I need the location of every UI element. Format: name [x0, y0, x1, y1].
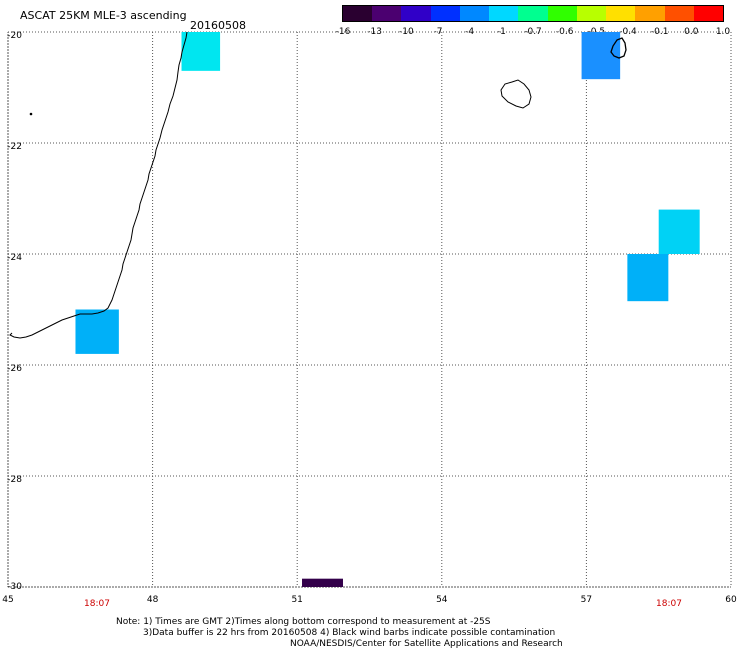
x-tick-label: 48 [146, 595, 159, 605]
y-tick-label: -26 [7, 364, 22, 374]
y-tick-label: -22 [7, 142, 22, 152]
colorbar-segment [518, 6, 548, 21]
colorbar-label: 0.0 [684, 27, 699, 37]
colorbar-label: -4 [465, 27, 475, 37]
small-island-dot [29, 112, 33, 116]
colorbar [342, 5, 724, 22]
colorbar-segment [664, 6, 694, 21]
x-tick-label: 45 [2, 595, 14, 605]
colorbar-segment [401, 6, 431, 21]
colorbar-label: -1 [496, 27, 506, 37]
note-line-3: NOAA/NESDIS/Center for Satellite Applica… [290, 639, 563, 649]
product-date: 20160508 [190, 19, 246, 32]
madagascar-coastline [9, 31, 188, 339]
mauritius-island [610, 37, 627, 59]
note-line-2: 3)Data buffer is 22 hrs from 20160508 4)… [143, 628, 556, 638]
y-tick-label: -24 [7, 253, 22, 263]
colorbar-segment [576, 6, 607, 21]
x-tick-label: 51 [291, 595, 303, 605]
colorbar-label: -0.4 [619, 27, 637, 37]
colorbar-segment [430, 6, 460, 21]
colorbar-segment [459, 6, 490, 21]
y-tick-label: -28 [7, 475, 22, 485]
colorbar-segment [606, 6, 636, 21]
product-title: ASCAT 25KM MLE-3 ascending [20, 9, 187, 22]
time-label-right: 18:07 [656, 599, 682, 609]
note-line-1: Note: 1) Times are GMT 2)Times along bot… [116, 617, 491, 627]
swath-cell [302, 578, 343, 587]
time-label-left: 18:07 [84, 599, 110, 609]
colorbar-label: -10 [398, 27, 414, 37]
y-tick-label: -20 [7, 31, 22, 41]
colorbar-segment [489, 6, 519, 21]
colorbar-segment [635, 6, 665, 21]
swath-cell [658, 209, 700, 254]
colorbar-segment [343, 6, 373, 21]
swath-cell [181, 32, 221, 71]
x-tick-label: 57 [580, 595, 593, 605]
grid-lines [7, 31, 732, 588]
colorbar-label: -0.6 [555, 27, 574, 37]
colorbar-segment [372, 6, 402, 21]
reunion-island [500, 79, 532, 109]
x-tick-label: 54 [436, 595, 448, 605]
swath-cells [75, 32, 700, 587]
colorbar-segment [547, 6, 577, 21]
colorbar-segment [693, 6, 724, 21]
swath-cell [75, 309, 119, 354]
colorbar-label: -16 [335, 27, 351, 37]
x-tick-label: 60 [725, 595, 737, 605]
y-tick-label: -30 [7, 582, 22, 592]
swath-cell [627, 254, 669, 302]
